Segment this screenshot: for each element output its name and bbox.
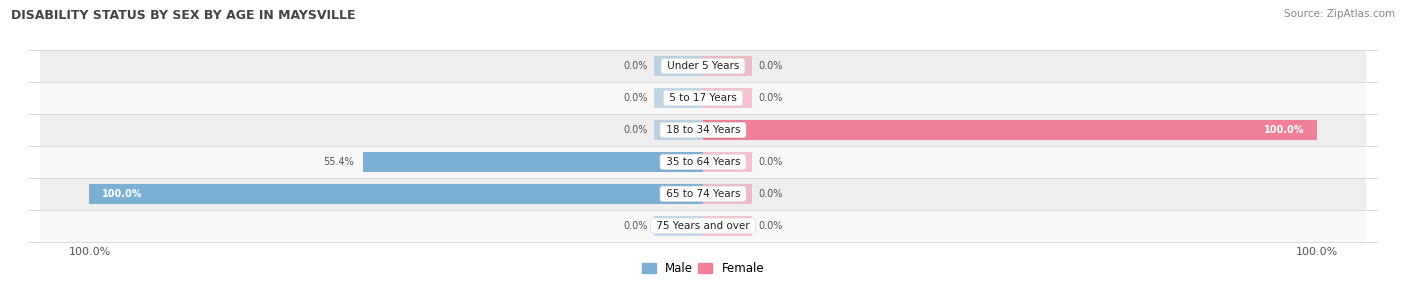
Text: 55.4%: 55.4% — [323, 157, 354, 167]
Text: 0.0%: 0.0% — [758, 189, 783, 199]
Bar — [654, 120, 703, 140]
Bar — [703, 88, 752, 108]
Bar — [363, 152, 703, 172]
Text: 0.0%: 0.0% — [758, 157, 783, 167]
Bar — [654, 152, 703, 172]
Text: 0.0%: 0.0% — [758, 61, 783, 71]
Legend: Male, Female: Male, Female — [637, 258, 769, 280]
Bar — [41, 82, 1365, 114]
Bar — [654, 216, 703, 236]
Text: DISABILITY STATUS BY SEX BY AGE IN MAYSVILLE: DISABILITY STATUS BY SEX BY AGE IN MAYSV… — [11, 9, 356, 22]
Text: 5 to 17 Years: 5 to 17 Years — [666, 93, 740, 103]
Bar — [41, 210, 1365, 242]
Text: Source: ZipAtlas.com: Source: ZipAtlas.com — [1284, 9, 1395, 19]
Text: 0.0%: 0.0% — [758, 221, 783, 231]
Text: 0.0%: 0.0% — [758, 93, 783, 103]
Bar — [703, 120, 752, 140]
Text: 0.0%: 0.0% — [623, 221, 648, 231]
Text: 75 Years and over: 75 Years and over — [652, 221, 754, 231]
Bar — [41, 114, 1365, 146]
Bar — [654, 88, 703, 108]
Bar — [703, 184, 752, 204]
Bar — [41, 178, 1365, 210]
Bar — [703, 216, 752, 236]
Text: Under 5 Years: Under 5 Years — [664, 61, 742, 71]
Bar — [703, 120, 1316, 140]
Bar — [90, 184, 703, 204]
Bar — [703, 152, 752, 172]
Text: 0.0%: 0.0% — [623, 125, 648, 135]
Bar — [654, 56, 703, 76]
Text: 100.0%: 100.0% — [1264, 125, 1305, 135]
Text: 18 to 34 Years: 18 to 34 Years — [662, 125, 744, 135]
Bar — [703, 56, 752, 76]
Text: 0.0%: 0.0% — [623, 61, 648, 71]
Text: 65 to 74 Years: 65 to 74 Years — [662, 189, 744, 199]
Bar — [654, 184, 703, 204]
Bar — [41, 50, 1365, 82]
Text: 0.0%: 0.0% — [623, 93, 648, 103]
Bar — [41, 146, 1365, 178]
Text: 35 to 64 Years: 35 to 64 Years — [662, 157, 744, 167]
Text: 100.0%: 100.0% — [101, 189, 142, 199]
